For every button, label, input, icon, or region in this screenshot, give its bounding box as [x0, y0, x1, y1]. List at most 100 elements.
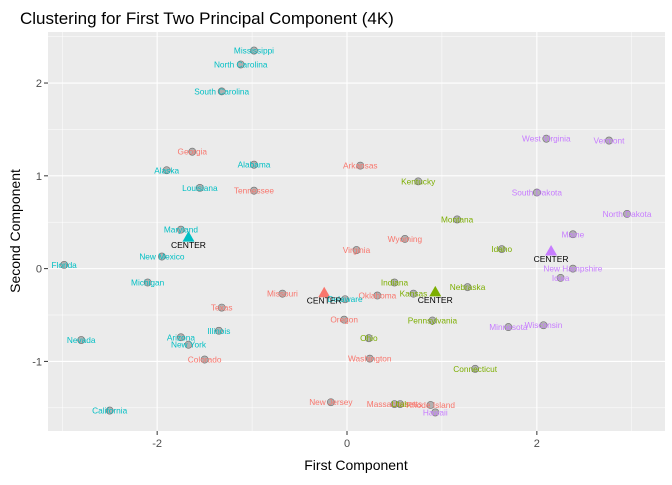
- data-point: [352, 246, 361, 254]
- data-point: [605, 136, 613, 145]
- data-point: [250, 186, 258, 195]
- data-point: [105, 406, 114, 415]
- data-point: [426, 401, 435, 409]
- data-point: [158, 252, 166, 261]
- data-point: [556, 273, 565, 282]
- data-point: [414, 177, 423, 186]
- data-point: [364, 334, 373, 343]
- point-label: Arizona: [167, 332, 196, 342]
- y-tick-label: 0: [36, 264, 42, 276]
- y-tick-label: 2: [36, 78, 42, 90]
- data-point: [532, 188, 541, 197]
- point-label: Nevada: [67, 335, 96, 345]
- data-point: [497, 245, 506, 254]
- point-label: New Mexico: [139, 252, 185, 262]
- data-point: [188, 147, 197, 156]
- x-tick-label: 0: [344, 438, 350, 450]
- point-label: Rhode Island: [406, 400, 455, 410]
- point-label: Montana: [441, 214, 474, 224]
- point-label: Ohio: [360, 333, 378, 343]
- point-label: West Virginia: [522, 134, 571, 144]
- x-tick-label: 2: [534, 438, 540, 450]
- data-point: [326, 398, 335, 407]
- point-label: Illinois: [207, 326, 230, 336]
- point-label: Indiana: [381, 278, 409, 288]
- data-point: [356, 161, 365, 170]
- data-point: [409, 289, 418, 298]
- center-label: CENTER: [418, 295, 453, 305]
- data-point: [569, 264, 577, 273]
- point-label: Oregon: [330, 315, 358, 325]
- point-label: Mississippi: [234, 46, 274, 56]
- point-label: Kansas: [400, 289, 428, 299]
- point-label: North Dakota: [603, 209, 652, 219]
- data-point: [217, 303, 226, 312]
- point-label: Louisiana: [182, 183, 218, 193]
- data-point: [396, 400, 405, 408]
- data-point: [539, 321, 548, 330]
- x-tick-label: -2: [152, 438, 162, 450]
- data-point: [428, 316, 437, 325]
- point-label: Georgia: [178, 147, 208, 157]
- point-label: Kentucky: [401, 176, 436, 186]
- data-point: [250, 46, 258, 55]
- data-point: [504, 323, 513, 331]
- point-label: Oklahoma: [358, 291, 396, 301]
- data-point: [184, 340, 193, 349]
- point-label: Maryland: [164, 225, 199, 235]
- major-gridlines: [48, 32, 665, 431]
- point-label: Virginia: [343, 245, 371, 255]
- data-point: [236, 60, 245, 69]
- data-point: [453, 215, 462, 224]
- point-label: Maine: [562, 229, 585, 239]
- point-label: California: [92, 406, 127, 416]
- point-label: New York: [171, 340, 207, 350]
- point-label: Texas: [211, 303, 233, 313]
- point-label: Minnesota: [489, 322, 528, 332]
- data-point: [162, 166, 171, 175]
- point-label: Hawaii: [423, 407, 448, 417]
- center-label: CENTER: [307, 296, 342, 306]
- center-marker: [182, 231, 195, 242]
- point-label: Delaware: [328, 294, 363, 304]
- point-label: South Carolina: [194, 86, 249, 96]
- y-tick-label: 1: [36, 171, 42, 183]
- point-label: North Carolina: [214, 59, 268, 69]
- point-label: Iowa: [552, 273, 570, 283]
- data-point: [195, 183, 204, 192]
- center-marker: [429, 285, 442, 297]
- point-label: Florida: [51, 260, 77, 270]
- center-marker: [318, 286, 331, 298]
- data-point: [542, 134, 551, 143]
- data-point: [463, 283, 472, 292]
- data-point: [471, 364, 480, 373]
- data-point: [214, 326, 223, 335]
- point-label: Wisconsin: [525, 320, 563, 330]
- point-label: Nebraska: [450, 282, 486, 292]
- data-point: [200, 355, 209, 364]
- point-label: Vermont: [594, 136, 626, 146]
- point-label: Wyoming: [388, 234, 423, 244]
- data-point: [176, 225, 185, 234]
- minor-gridlines: [48, 32, 665, 431]
- point-label: Tennessee: [234, 186, 275, 196]
- data-point: [365, 354, 374, 363]
- center-label: CENTER: [534, 254, 569, 264]
- data-point: [143, 278, 152, 287]
- data-point: [217, 87, 226, 96]
- chart-title: Clustering for First Two Principal Compo…: [20, 9, 394, 28]
- data-point: [176, 333, 185, 342]
- point-label: Massachusetts: [367, 399, 422, 409]
- y-axis-label: Second Component: [7, 169, 23, 293]
- data-point: [341, 295, 350, 304]
- point-label: Arkansas: [343, 161, 378, 171]
- labels-layer: Mississippi North Carolina South Carolina G…: [51, 46, 651, 418]
- point-label: South Dakota: [512, 188, 563, 198]
- point-label: Alaska: [154, 165, 179, 175]
- data-point: [250, 160, 258, 169]
- center-label: CENTER: [171, 240, 206, 250]
- centers-layer: [182, 231, 558, 298]
- data-point: [373, 291, 382, 300]
